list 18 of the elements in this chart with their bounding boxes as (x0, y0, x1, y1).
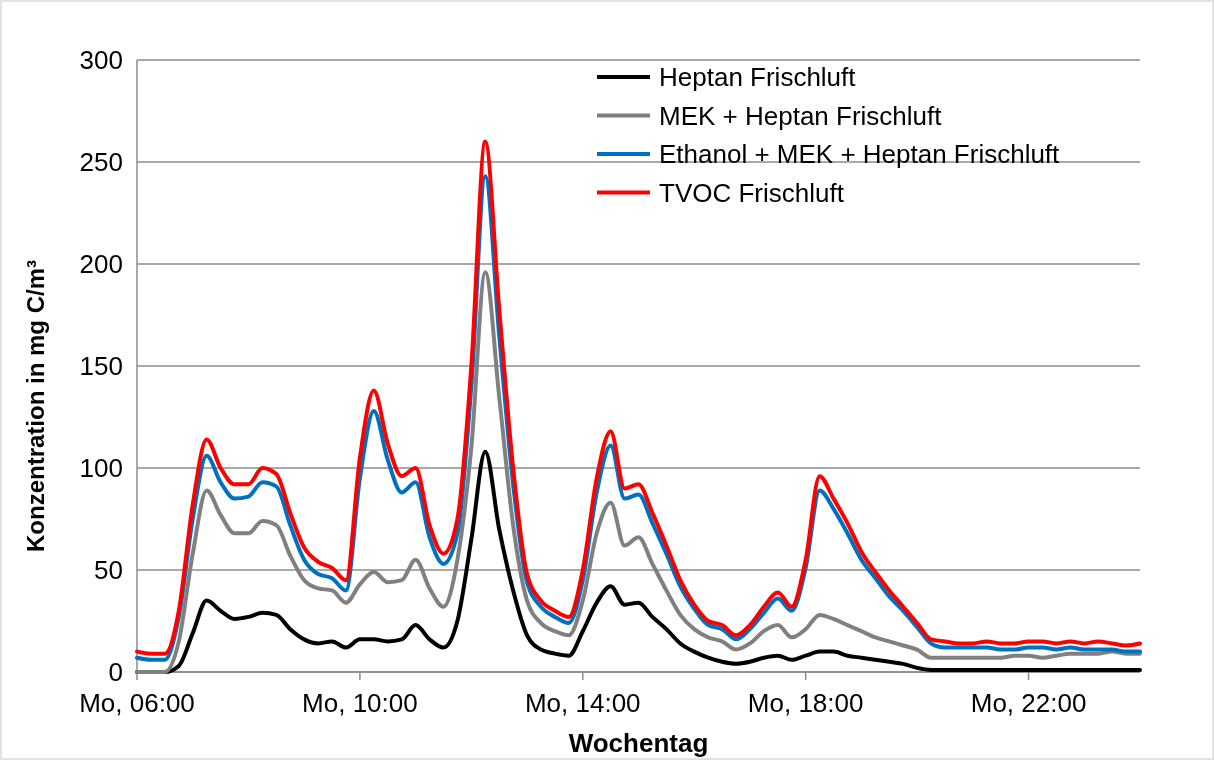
y-tick-label: 300 (79, 45, 123, 75)
y-axis-title: Konzentration in mg C/m³ (22, 260, 49, 552)
x-axis-title: Wochentag (568, 728, 709, 758)
y-tick-label: 50 (94, 555, 123, 585)
x-tick-label: Mo, 18:00 (747, 688, 864, 718)
legend-label: Heptan Frischluft (659, 62, 857, 92)
y-tick-label: 200 (79, 249, 123, 279)
y-tick-label: 150 (79, 351, 123, 381)
x-tick-label: Mo, 22:00 (970, 688, 1087, 718)
y-tick-label: 250 (79, 147, 123, 177)
y-tick-label: 100 (79, 453, 123, 483)
x-tick-label: Mo, 14:00 (524, 688, 641, 718)
legend-label: MEK + Heptan Frischluft (659, 100, 943, 131)
legend-label: TVOC Frischluft (659, 177, 845, 208)
legend-label: Ethanol + MEK + Heptan Frischluft (659, 139, 1061, 169)
x-tick-label: Mo, 10:00 (302, 688, 418, 718)
y-tick-label: 0 (108, 657, 123, 687)
x-tick-label: Mo, 06:00 (79, 688, 195, 718)
